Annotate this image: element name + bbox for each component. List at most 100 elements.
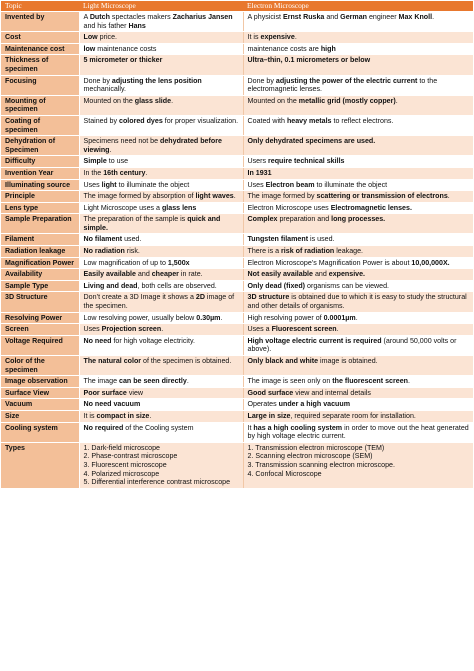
row-topic: Resolving Power xyxy=(1,311,80,325)
types-list: 1. Transmission electron microscope (TEM… xyxy=(248,444,470,478)
bold-text: Ultra–thin, 0.1 micrometers or below xyxy=(247,56,371,65)
bold-text: 2D xyxy=(195,293,205,302)
list-item: 2. Scanning electron microscope (SEM) xyxy=(247,452,373,461)
text-segment: , both cells are observed. xyxy=(137,281,217,290)
bold-text: risk of radiation xyxy=(281,247,335,256)
table-row: Image observation The image can be seen d… xyxy=(1,375,473,388)
bold-text: quick and simple. xyxy=(83,215,221,232)
row-topic: Filament xyxy=(1,233,80,247)
text-segment: and his father xyxy=(83,21,129,30)
text-segment: used. xyxy=(122,235,142,244)
table-row: Maintenance cost low maintenance costs mai… xyxy=(1,42,473,56)
electron-microscope-cell: There is a risk of radiation leakage. xyxy=(242,245,473,258)
light-microscope-cell: A Dutch spectacles makers Zacharius Jans… xyxy=(78,10,243,33)
bold-text: 0.30µm xyxy=(196,313,221,322)
electron-microscope-cell: Operates under a high vacuum xyxy=(242,398,473,411)
row-topic: Radiation leakage xyxy=(1,245,80,258)
text-segment: Users xyxy=(247,157,268,166)
light-microscope-cell: The image formed by absorption of light … xyxy=(78,190,243,203)
text-segment: . xyxy=(109,145,112,154)
text-segment: Mounted on the xyxy=(83,96,135,105)
electron-microscope-cell: Mounted on the metallic grid (mostly cop… xyxy=(242,94,473,116)
row-topic: Dehydration of Specimen xyxy=(1,135,80,157)
light-microscope-cell: Stained by colored dyes for proper visua… xyxy=(78,114,243,137)
bold-text: the fluorescent screen xyxy=(332,377,408,386)
list-item: 3. Fluorescent microscope xyxy=(83,460,167,469)
row-topic: Screen xyxy=(1,323,80,336)
table-row: Screen Uses Projection screen. Uses a Fluo… xyxy=(1,323,473,336)
bold-text: 5 micrometer or thicker xyxy=(83,56,163,65)
table-row: Color of the specimen The natural color o… xyxy=(1,354,473,377)
row-topic: Cost xyxy=(1,31,80,44)
text-segment: image of the specimen. xyxy=(83,293,235,311)
text-segment: is used. xyxy=(308,235,335,244)
bold-text: colored dyes xyxy=(119,116,163,125)
text-segment: , required separate room for installatio… xyxy=(290,411,416,420)
text-segment: . xyxy=(407,377,410,386)
row-topic: Vacuum xyxy=(1,398,80,411)
list-item: 4. Confocal Microscope xyxy=(247,469,322,478)
text-segment: Coated with xyxy=(247,116,287,125)
table-body: Invented by A Dutch spectacles makers Zac… xyxy=(1,10,473,489)
electron-microscope-cell: Not easily available and expensive. xyxy=(242,268,473,281)
bold-text: require technical skills xyxy=(268,157,345,166)
text-segment: . xyxy=(149,411,152,420)
table-row: Radiation leakage No radiation risk. There… xyxy=(1,245,473,258)
bold-text: Living and dead xyxy=(83,281,138,290)
table-row: Coating of specimen Stained by colored dy… xyxy=(1,114,473,137)
text-segment: organisms can be viewed. xyxy=(305,281,390,290)
bold-text: Simple xyxy=(83,157,107,166)
light-microscope-cell: No filament used. xyxy=(78,233,243,247)
row-topic: Lens type xyxy=(1,201,80,215)
bold-text: High voltage electric current is require… xyxy=(247,336,382,345)
light-microscope-cell: Uses Projection screen. xyxy=(78,323,243,336)
table-row: Thickness of specimen 5 micrometer or thi… xyxy=(1,54,473,76)
bold-text: Fluorescent screen xyxy=(271,325,337,334)
text-segment: . xyxy=(395,96,398,105)
bold-text: glass lens xyxy=(161,203,197,212)
text-segment: Done by xyxy=(247,76,276,85)
row-topic: Color of the specimen xyxy=(1,354,80,377)
light-microscope-cell: Don’t create a 3D Image it shows a 2D im… xyxy=(78,291,243,313)
text-segment: to use xyxy=(106,157,129,166)
header-electron-microscope: Electron Microscope xyxy=(243,1,473,12)
text-segment: . xyxy=(145,168,148,177)
electron-microscope-cell: It is expensive. xyxy=(242,31,473,44)
text-segment: to illuminate the object xyxy=(314,180,388,189)
text-segment: spectacles makers xyxy=(109,13,173,21)
electron-microscope-cell: Users require technical skills xyxy=(242,155,473,168)
bold-text: No radiation xyxy=(83,247,125,256)
text-segment: maintenance costs are xyxy=(247,44,321,53)
bold-text: Complex xyxy=(247,215,278,224)
electron-microscope-cell: Only dehydrated specimens are used. xyxy=(242,135,473,157)
text-segment: Uses xyxy=(247,180,266,189)
text-segment: Uses a xyxy=(247,325,272,334)
electron-microscope-cell: Uses Electron beam to illuminate the obj… xyxy=(242,178,473,192)
bold-text: glass slide xyxy=(134,96,172,105)
text-segment: Uses xyxy=(83,325,102,334)
table-row: Size It is compact in size. Large in size,… xyxy=(1,409,473,423)
bold-text: expensive xyxy=(260,33,295,42)
list-item: 2. Phase-contrast microscope xyxy=(83,452,178,461)
list-item: 1. Transmission electron microscope (TEM… xyxy=(247,443,385,452)
text-segment: view and internal details xyxy=(293,388,371,397)
table-row: Invention Year In the 16th century. In 193… xyxy=(1,166,473,180)
text-segment: risk. xyxy=(124,247,140,256)
text-segment: A xyxy=(83,13,90,21)
light-microscope-cell: Living and dead, both cells are observed… xyxy=(78,279,243,293)
electron-microscope-cell: Large in size, required separate room fo… xyxy=(242,409,473,423)
light-microscope-cell: Mounted on the glass slide. xyxy=(78,94,243,116)
text-segment: image is obtained. xyxy=(318,357,378,365)
table-row: Magnification Power Low magnification of … xyxy=(1,256,473,270)
list-item: 4. Polarized microscope xyxy=(83,469,160,478)
table-row: Sample Preparation The preparation of the… xyxy=(1,213,473,235)
bold-text: under a high vacuum xyxy=(278,400,350,409)
light-microscope-cell: No need for high voltage electricity. xyxy=(78,334,243,357)
electron-microscope-cell: The image formed by scattering or transm… xyxy=(242,190,473,203)
text-segment: . xyxy=(355,313,358,322)
bold-text: 3D structure xyxy=(247,293,290,302)
text-segment: . xyxy=(336,325,339,334)
electron-microscope-cell: maintenance costs are high xyxy=(242,42,473,56)
bold-text: heavy metals xyxy=(286,116,332,125)
bold-text: Easily available xyxy=(83,270,136,279)
